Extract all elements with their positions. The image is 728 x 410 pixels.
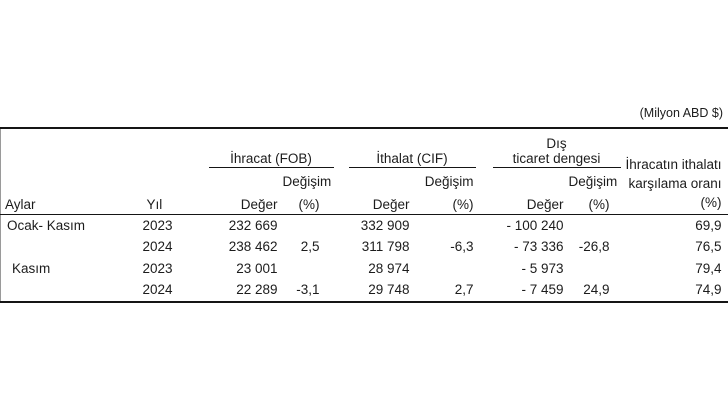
ihracat-group-header: İhracat (FOB) (208, 128, 334, 168)
cell-ithalat-degisim: -6,3 (450, 239, 474, 255)
cell-ithalat-deger: 29 748 (368, 282, 410, 298)
ihracat-group-underline: İhracat (FOB) (208, 151, 334, 168)
column-header-row: Aylar Yıl Değer (%) Değer (%) Değer (%) (0, 194, 728, 215)
cell-ithalat-degisim (415, 214, 476, 236)
cell-denge-deger: - 100 240 (506, 217, 564, 233)
cell-yil: 2024 (142, 239, 173, 255)
cell-denge-deger: - 73 336 (513, 239, 564, 255)
cell-ithalat-degisim (415, 258, 476, 280)
aylar-header: Aylar (0, 194, 143, 215)
cell-karsilama-orani: 79,4 (695, 260, 722, 276)
unit-label: (Milyon ABD $) (639, 106, 723, 120)
ihracat-pct-header: (%) (282, 194, 334, 215)
ithalat-group-underline: İthalat (CIF) (348, 151, 476, 168)
denge-deger-header: Değer (475, 194, 569, 215)
cell-karsilama-orani: 74,9 (695, 282, 722, 298)
cell-aylar: Ocak- Kasım (7, 217, 86, 233)
group-header-spacer (1, 128, 209, 168)
foreign-trade-table: İhracat (FOB) İthalat (CIF) Dış ticaret … (0, 127, 728, 303)
cell-ithalat-degisim: 2,7 (454, 282, 474, 298)
karsilama-orani-header: İhracatın ithalatı karşılama oranı (%) (620, 128, 728, 215)
karsilama-orani-header-line3: (%) (700, 194, 722, 210)
cell-karsilama-orani: 69,9 (695, 217, 722, 233)
ihracat-deger-header: Değer (208, 194, 283, 215)
yil-header: Yıl (142, 194, 209, 215)
ithalat-group-label: İthalat (CIF) (376, 151, 448, 166)
cell-denge-deger: - 7 459 (521, 282, 564, 298)
dis-ticaret-group-label-line2: ticaret dengesi (512, 151, 601, 166)
karsilama-orani-header-line1: İhracatın ithalatı (625, 156, 722, 172)
table-row: 2024 22 289 -3,1 29 748 2,7 - 7 459 24,9… (1, 279, 728, 302)
cell-aylar (1, 279, 143, 302)
cell-ihracat-degisim (283, 214, 334, 236)
cell-karsilama-orani: 76,5 (695, 239, 722, 255)
dis-ticaret-group-header: Dış ticaret dengesi (476, 128, 621, 168)
cell-ihracat-degisim (283, 258, 334, 280)
table-row: 2024 238 462 2,5 311 798 -6,3 - 73 336 -… (1, 236, 728, 258)
ihracat-degisim-header: Değişim (282, 174, 332, 189)
group-header-row: İhracat (FOB) İthalat (CIF) Dış ticaret … (1, 128, 728, 215)
denge-degisim-header: Değişim (568, 174, 618, 189)
cell-yil: 2023 (142, 260, 173, 276)
ithalat-deger-header: Değer (333, 194, 415, 215)
cell-denge-degisim: 24,9 (583, 282, 610, 298)
dis-ticaret-group-label-line1: Dış (546, 136, 567, 151)
ithalat-deger-spacer (334, 168, 415, 194)
cell-denge-deger: - 5 973 (521, 260, 564, 276)
cell-ithalat-deger: 311 798 (361, 239, 410, 255)
cell-yil: 2023 (142, 217, 173, 233)
degisim-row-spacer (1, 168, 209, 194)
cell-denge-degisim (569, 258, 621, 280)
table-row: Kasım 2023 23 001 28 974 - 5 973 79,4 (1, 258, 728, 280)
ihracat-deger-spacer (209, 168, 283, 194)
cell-ihracat-deger: 23 001 (236, 260, 278, 276)
table-row: Ocak- Kasım 2023 232 669 332 909 - 100 2… (1, 214, 728, 236)
dis-ticaret-group-underline: Dış ticaret dengesi (492, 136, 621, 168)
cell-yil: 2024 (142, 282, 173, 298)
cell-ithalat-deger: 28 974 (368, 260, 410, 276)
karsilama-orani-header-line2: karşılama oranı (628, 175, 722, 191)
degisim-header-row: Değişim Değişim Değişim (1, 168, 728, 194)
cell-ithalat-deger: 332 909 (360, 217, 410, 233)
ithalat-group-header: İthalat (CIF) (334, 128, 476, 168)
cell-ihracat-deger: 238 462 (228, 239, 278, 255)
cell-ihracat-degisim: 2,5 (300, 239, 320, 255)
ithalat-degisim-header: Değişim (424, 174, 474, 189)
cell-ihracat-deger: 232 669 (228, 217, 278, 233)
cell-aylar (1, 236, 143, 258)
cell-denge-degisim (569, 214, 621, 236)
denge-deger-spacer (476, 168, 569, 194)
ithalat-pct-header: (%) (414, 194, 476, 215)
cell-denge-degisim: -26,8 (578, 239, 610, 255)
denge-pct-header: (%) (568, 194, 621, 215)
ihracat-group-label: İhracat (FOB) (230, 151, 312, 166)
cell-aylar: Kasım (12, 260, 51, 276)
cell-ihracat-deger: 22 289 (236, 282, 278, 298)
cell-ihracat-degisim: -3,1 (296, 282, 320, 298)
